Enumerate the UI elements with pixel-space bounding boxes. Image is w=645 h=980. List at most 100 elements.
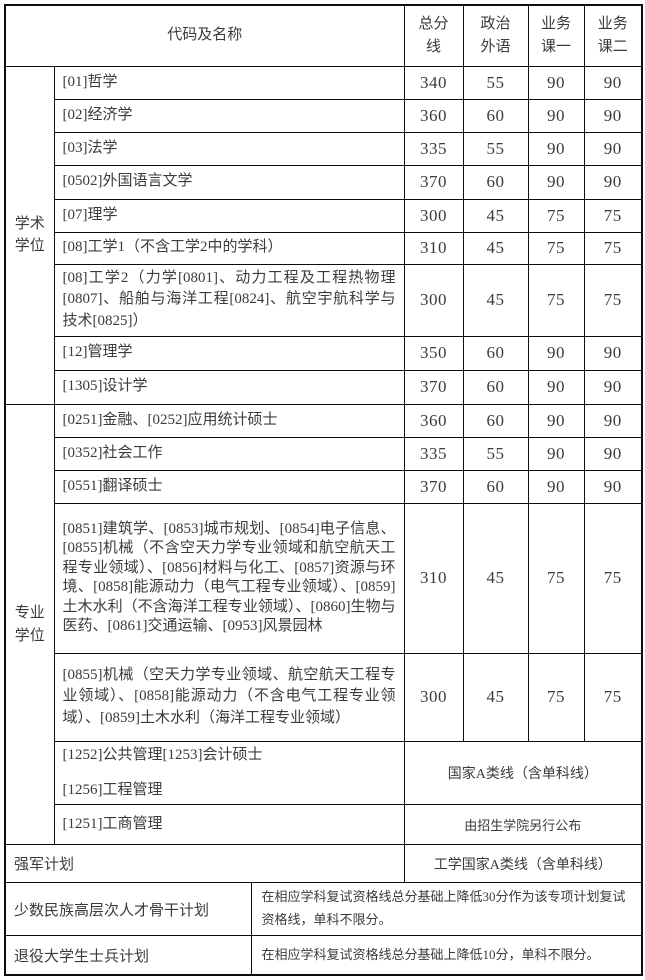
table-row: [0502]外国语言文学 370 60 90 90 xyxy=(5,164,643,200)
score-total: 300 xyxy=(403,263,464,337)
subject-name: [01]哲学 xyxy=(53,65,405,100)
plan-name: 少数民族高层次人才骨干计划 xyxy=(4,882,252,936)
score-course2: 90 xyxy=(583,131,643,166)
score-course2: 75 xyxy=(583,652,643,742)
table-row: [1305]设计学 370 60 90 90 xyxy=(5,369,643,405)
score-course2: 90 xyxy=(583,369,643,405)
header-course-two: 业务 课二 xyxy=(583,4,643,67)
table-row: [0352]社会工作 335 55 90 90 xyxy=(5,436,643,471)
subject-name: [08]工学1（不含工学2中的学科） xyxy=(53,231,405,265)
group-label-academic: 学术 学位 xyxy=(4,65,55,405)
table-row: 少数民族高层次人才骨干计划 在相应学科复试资格线总分基础上降低30分作为该专项计… xyxy=(4,882,643,936)
table-row: [0551]翻译硕士 370 60 90 90 xyxy=(5,469,643,504)
header-course-one: 业务 课一 xyxy=(527,4,585,67)
subject-name: [1252]公共管理[1253]会计硕士 [1256]工程管理 xyxy=(53,740,405,806)
score-politics: 55 xyxy=(462,436,529,471)
score-politics: 45 xyxy=(462,502,529,654)
score-total: 370 xyxy=(403,369,464,405)
subject-name: [1305]设计学 xyxy=(53,369,405,405)
subject-name-line2: [1256]工程管理 xyxy=(62,781,163,798)
table-row: [07]理学 300 45 75 75 xyxy=(5,198,643,233)
score-course2: 75 xyxy=(583,502,643,654)
table-row: 强军计划 工学国家A类线（含单科线） xyxy=(4,844,643,884)
score-politics: 60 xyxy=(462,335,529,371)
subject-name: [0851]建筑学、[0853]城市规划、[0854]电子信息、[0855]机械… xyxy=(53,502,405,654)
subject-name: [0551]翻译硕士 xyxy=(53,469,405,504)
score-politics: 60 xyxy=(462,403,529,438)
subject-name: [0251]金融、[0252]应用统计硕士 xyxy=(53,403,405,438)
score-politics: 45 xyxy=(462,231,529,265)
score-course2: 90 xyxy=(583,335,643,371)
table-row: [1251]工商管理 由招生学院另行公布 xyxy=(5,804,643,846)
score-total: 310 xyxy=(403,231,464,265)
score-total: 350 xyxy=(403,335,464,371)
table-row: [12]管理学 350 60 90 90 xyxy=(5,335,643,371)
score-course1: 90 xyxy=(527,403,585,438)
score-politics: 60 xyxy=(462,469,529,504)
score-course1: 75 xyxy=(527,502,585,654)
header-row: 代码及名称 总分 线 政治 外语 业务 课一 业务 课二 xyxy=(4,4,643,67)
score-course1: 90 xyxy=(527,469,585,504)
score-politics: 60 xyxy=(462,98,529,133)
score-course2: 90 xyxy=(583,98,643,133)
score-course1: 90 xyxy=(527,436,585,471)
subject-name: [0502]外国语言文学 xyxy=(53,164,405,200)
score-total: 335 xyxy=(403,436,464,471)
table-row: 专业 学位 [0251]金融、[0252]应用统计硕士 360 60 90 90 xyxy=(4,403,643,846)
score-course2: 90 xyxy=(583,164,643,200)
header-code-name: 代码及名称 xyxy=(4,4,405,67)
score-course2: 75 xyxy=(583,198,643,233)
score-course1: 90 xyxy=(527,98,585,133)
score-course2: 75 xyxy=(583,231,643,265)
subject-name: [08]工学2（力学[0801]、动力工程及工程热物理[0807]、船舶与海洋工… xyxy=(53,263,405,337)
plan-note-text: 在相应学科复试资格线总分基础上降低10分，单科不限分。 xyxy=(250,934,643,976)
score-policy-text: 工学国家A类线（含单科线） xyxy=(403,844,643,884)
score-course1: 90 xyxy=(527,369,585,405)
score-course1: 90 xyxy=(527,65,585,100)
table-row: [08]工学1（不含工学2中的学科） 310 45 75 75 xyxy=(5,231,643,265)
score-total: 360 xyxy=(403,98,464,133)
score-politics: 45 xyxy=(462,263,529,337)
score-total: 340 xyxy=(403,65,464,100)
score-total: 300 xyxy=(403,198,464,233)
score-politics: 60 xyxy=(462,164,529,200)
score-total: 335 xyxy=(403,131,464,166)
plan-name: 强军计划 xyxy=(4,844,405,884)
score-politics: 45 xyxy=(462,652,529,742)
plan-note-text: 在相应学科复试资格线总分基础上降低30分作为该专项计划复试资格线，单科不限分。 xyxy=(250,882,643,936)
score-course1: 75 xyxy=(527,231,585,265)
score-course2: 75 xyxy=(583,263,643,337)
table-row: [1252]公共管理[1253]会计硕士 [1256]工程管理 国家A类线（含单… xyxy=(5,740,643,806)
table-row: 学术 学位 [01]哲学 340 55 90 90 xyxy=(4,65,643,405)
score-politics: 55 xyxy=(462,131,529,166)
score-total: 300 xyxy=(403,652,464,742)
score-total: 310 xyxy=(403,502,464,654)
subject-name: [0855]机械（空天力学专业领域、航空航天工程专业领域）、[0858]能源动力… xyxy=(53,652,405,742)
subject-name: [12]管理学 xyxy=(53,335,405,371)
score-politics: 60 xyxy=(462,369,529,405)
subject-name: [07]理学 xyxy=(53,198,405,233)
header-politics-foreign: 政治 外语 xyxy=(462,4,529,67)
score-total: 370 xyxy=(403,469,464,504)
subject-name: [0352]社会工作 xyxy=(53,436,405,471)
subject-name-line1: [1252]公共管理[1253]会计硕士 xyxy=(62,746,263,763)
score-total: 360 xyxy=(403,403,464,438)
group-label-professional: 专业 学位 xyxy=(4,403,55,846)
score-policy-text: 国家A类线（含单科线） xyxy=(403,740,643,806)
score-politics: 55 xyxy=(462,65,529,100)
score-total: 370 xyxy=(403,164,464,200)
score-course1: 90 xyxy=(527,335,585,371)
subject-name: [02]经济学 xyxy=(53,98,405,133)
subject-name: [03]法学 xyxy=(53,131,405,166)
plan-name: 退役大学生士兵计划 xyxy=(4,934,252,976)
header-total-line: 总分 线 xyxy=(403,4,464,67)
score-course2: 90 xyxy=(583,436,643,471)
score-course1: 75 xyxy=(527,263,585,337)
score-politics: 45 xyxy=(462,198,529,233)
score-line-table: 代码及名称 总分 线 政治 外语 业务 课一 业务 课二 学术 学位 [01]哲… xyxy=(4,4,644,977)
score-course1: 75 xyxy=(527,652,585,742)
score-course1: 75 xyxy=(527,198,585,233)
score-course2: 90 xyxy=(583,403,643,438)
score-course1: 90 xyxy=(527,164,585,200)
